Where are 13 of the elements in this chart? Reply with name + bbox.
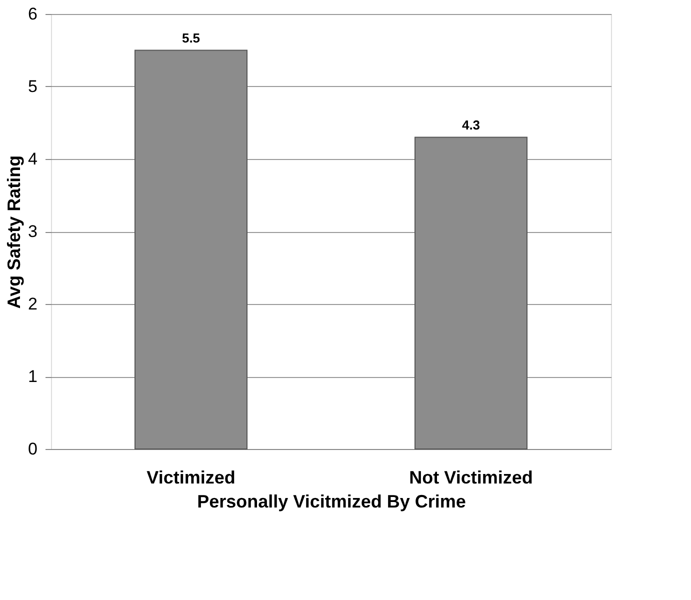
y-tick-label: 6 [28,4,38,24]
y-axis-title: Avg Safety Rating [4,155,24,309]
y-tick-label: 0 [28,440,38,458]
data-label: 4.3 [462,117,480,132]
y-tick-label: 1 [28,367,38,386]
y-tick-label: 2 [28,294,38,314]
y-tick-label: 4 [28,150,38,168]
y-tick-label: 5 [28,77,38,96]
x-axis-title: Personally Vicitmized By Crime [197,492,466,512]
data-label: 5.5 [182,30,200,46]
x-tick-label: Not Victimized [409,468,533,488]
x-tick-label: Victimized [146,468,236,488]
y-tick-label: 3 [28,222,38,241]
